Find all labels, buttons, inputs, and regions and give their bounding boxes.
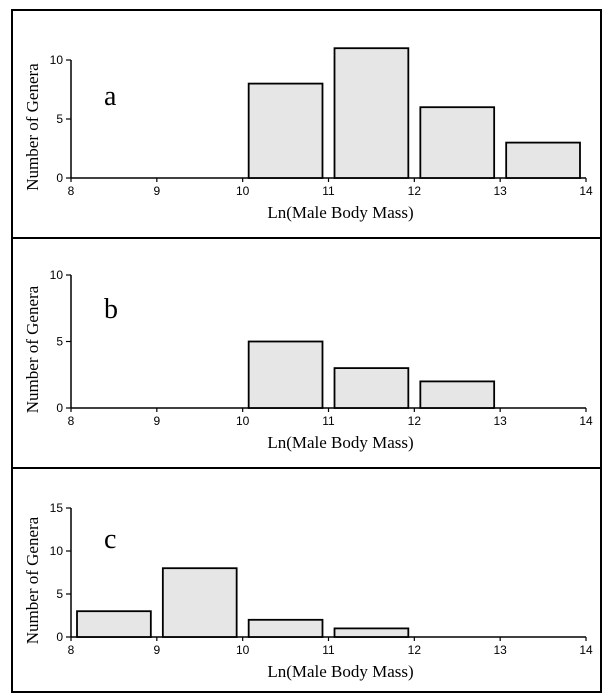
- x-axis-title: Ln(Male Body Mass): [267, 662, 413, 681]
- panel-b: 0 5 10 8 9 10 11 12 13 14 b Ln(Male Body Mass) Numbe…: [11, 237, 602, 469]
- y-tick-label: 5: [56, 587, 63, 601]
- bar: [419, 106, 496, 179]
- y-tick-label: 5: [56, 112, 63, 126]
- x-axis-title: Ln(Male Body Mass): [267, 433, 413, 452]
- x-tick-label: 12: [408, 643, 422, 657]
- x-tick-label: 9: [153, 643, 160, 657]
- bar: [505, 141, 581, 179]
- bar: [333, 367, 410, 409]
- x-tick-label: 9: [153, 414, 160, 428]
- y-tick-label: 5: [56, 335, 63, 349]
- y-tick-label: 0: [56, 401, 63, 415]
- panel-letter: b: [104, 294, 118, 325]
- y-tick-label: 15: [50, 501, 64, 515]
- y-tick-label: 10: [50, 544, 64, 558]
- x-tick-label: 14: [579, 414, 593, 428]
- x-tick-label: 12: [408, 184, 422, 198]
- y-tick-label: 0: [56, 630, 63, 644]
- x-tick-label: 13: [493, 414, 507, 428]
- y-axis-title: Number of Genera: [23, 516, 42, 644]
- x-tick-label: 13: [493, 643, 507, 657]
- x-axis-title: Ln(Male Body Mass): [267, 203, 413, 222]
- bar: [247, 340, 324, 409]
- bar: [419, 380, 496, 409]
- panel-frame: [11, 467, 602, 693]
- bar: [161, 567, 238, 638]
- bar: [76, 610, 152, 638]
- y-axis-title: Number of Genera: [23, 63, 42, 191]
- x-tick-label: 10: [236, 643, 250, 657]
- x-tick-label: 8: [68, 643, 75, 657]
- x-tick-label: 10: [236, 184, 250, 198]
- x-tick-label: 14: [579, 184, 593, 198]
- panel-c: 0 5 10 15 8 9 10 11 12 13 14 c Ln(Male Body Mass) Num…: [11, 467, 602, 693]
- x-tick-label: 13: [493, 184, 507, 198]
- bar: [333, 627, 410, 638]
- x-tick-label: 11: [322, 414, 335, 428]
- x-tick-label: 8: [68, 414, 75, 428]
- y-tick-label: 0: [56, 171, 63, 185]
- x-tick-label: 9: [153, 184, 160, 198]
- y-tick-label: 10: [50, 53, 64, 67]
- x-tick-label: 12: [408, 414, 422, 428]
- x-tick-label: 11: [322, 643, 335, 657]
- panel-a: 0 5 10 8 9 10 11 12 13 14 a Ln(Male Body Mass) Numbe…: [11, 9, 602, 239]
- x-tick-label: 14: [579, 643, 593, 657]
- y-tick-label: 10: [50, 268, 64, 282]
- panel-letter: a: [104, 81, 117, 112]
- bar: [333, 47, 410, 179]
- y-axis-title: Number of Genera: [23, 285, 42, 413]
- panel-letter: c: [104, 524, 116, 555]
- x-tick-label: 10: [236, 414, 250, 428]
- x-tick-label: 8: [68, 184, 75, 198]
- bar: [247, 82, 324, 179]
- bar: [247, 618, 324, 638]
- x-tick-label: 11: [322, 184, 335, 198]
